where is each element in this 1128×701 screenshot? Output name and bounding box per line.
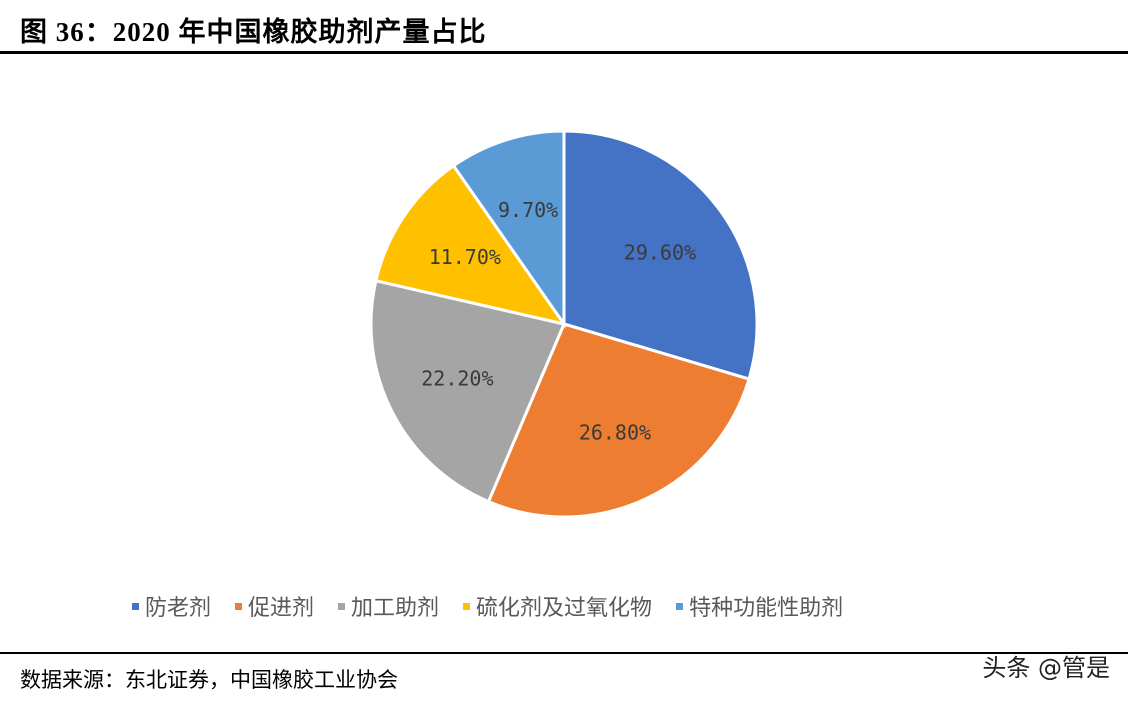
- pie-labels: 29.60% 26.80% 22.20% 11.70% 9.70%: [421, 198, 696, 444]
- top-divider: [0, 51, 1128, 54]
- legend-item-antioxidant: 防老剂: [132, 590, 211, 622]
- pie-slice: [562, 129, 759, 381]
- legend-label: 促进剂: [248, 596, 315, 621]
- legend-label: 特种功能性助剂: [689, 596, 844, 621]
- pie-slice: [486, 322, 751, 519]
- legend-swatch-icon: [676, 602, 684, 610]
- bottom-divider: [0, 652, 1128, 654]
- figure-title: 图 36：2020 年中国橡胶助剂产量占比: [20, 17, 487, 47]
- legend-swatch-icon: [463, 602, 471, 610]
- pie-slices: [369, 129, 759, 519]
- slice-value-label: 29.60%: [624, 240, 696, 264]
- legend-label: 硫化剂及过氧化物: [476, 596, 653, 621]
- legend-swatch-icon: [235, 602, 243, 610]
- pie-slice: [374, 163, 568, 327]
- legend-item-special-function: 特种功能性助剂: [676, 590, 843, 622]
- legend-label: 防老剂: [145, 596, 212, 621]
- legend-item-accelerator: 促进剂: [235, 590, 314, 622]
- data-source-note: 数据来源：东北证券，中国橡胶工业协会: [20, 668, 398, 692]
- legend-swatch-icon: [338, 602, 346, 610]
- chart-legend: 防老剂 促进剂 加工助剂 硫化剂及过氧化物 特种功能性助剂: [132, 590, 867, 622]
- slice-value-label: 26.80%: [579, 420, 651, 444]
- slice-value-label: 9.70%: [498, 198, 558, 222]
- watermark: 头条 @管是: [982, 654, 1110, 682]
- slice-value-label: 11.70%: [429, 245, 501, 269]
- legend-item-processing-aid: 加工助剂: [338, 590, 439, 622]
- pie-slice: [451, 129, 566, 329]
- pie-slice: [369, 278, 567, 504]
- slice-value-label: 22.20%: [421, 366, 493, 390]
- legend-swatch-icon: [132, 602, 139, 610]
- legend-label: 加工助剂: [351, 596, 440, 621]
- legend-item-vulcanizer: 硫化剂及过氧化物: [463, 590, 652, 622]
